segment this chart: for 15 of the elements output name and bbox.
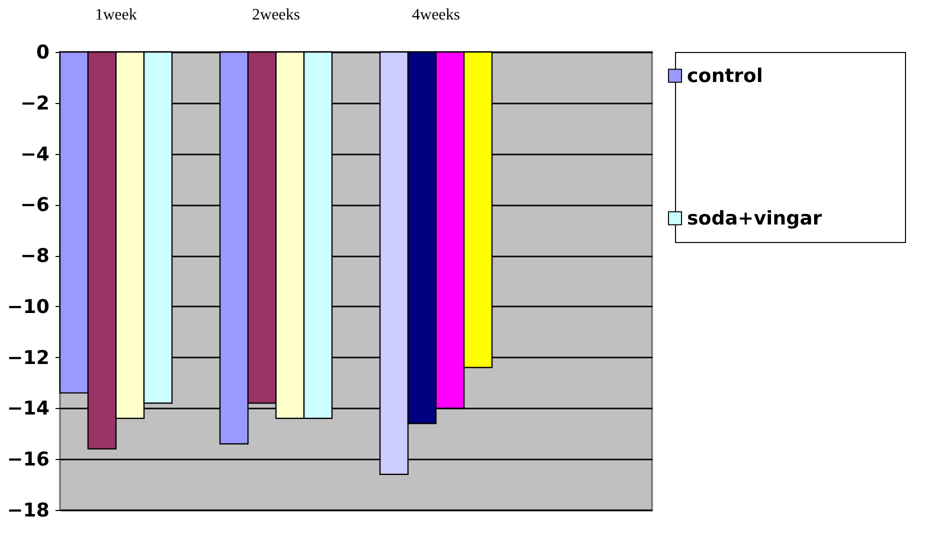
y-tick-label: −18 <box>7 500 50 522</box>
y-tick-label: −8 <box>20 245 50 268</box>
y-tick-label: −12 <box>7 346 50 369</box>
legend-label: soda+vingar <box>687 207 823 230</box>
y-tick-label: −16 <box>7 448 50 471</box>
y-tick-label: 0 <box>36 42 50 64</box>
legend-label: control <box>687 64 763 87</box>
y-tick-label: −14 <box>7 398 50 420</box>
x-tick-label: 2weeks <box>252 6 300 24</box>
y-tick-label: −4 <box>20 143 50 166</box>
y-tick-label: −2 <box>20 92 50 114</box>
x-tick-label: 1week <box>95 6 137 24</box>
y-tick-label: −10 <box>7 296 50 318</box>
x-tick-label: 4weeks <box>412 6 460 24</box>
y-tick-label: −6 <box>20 194 50 216</box>
